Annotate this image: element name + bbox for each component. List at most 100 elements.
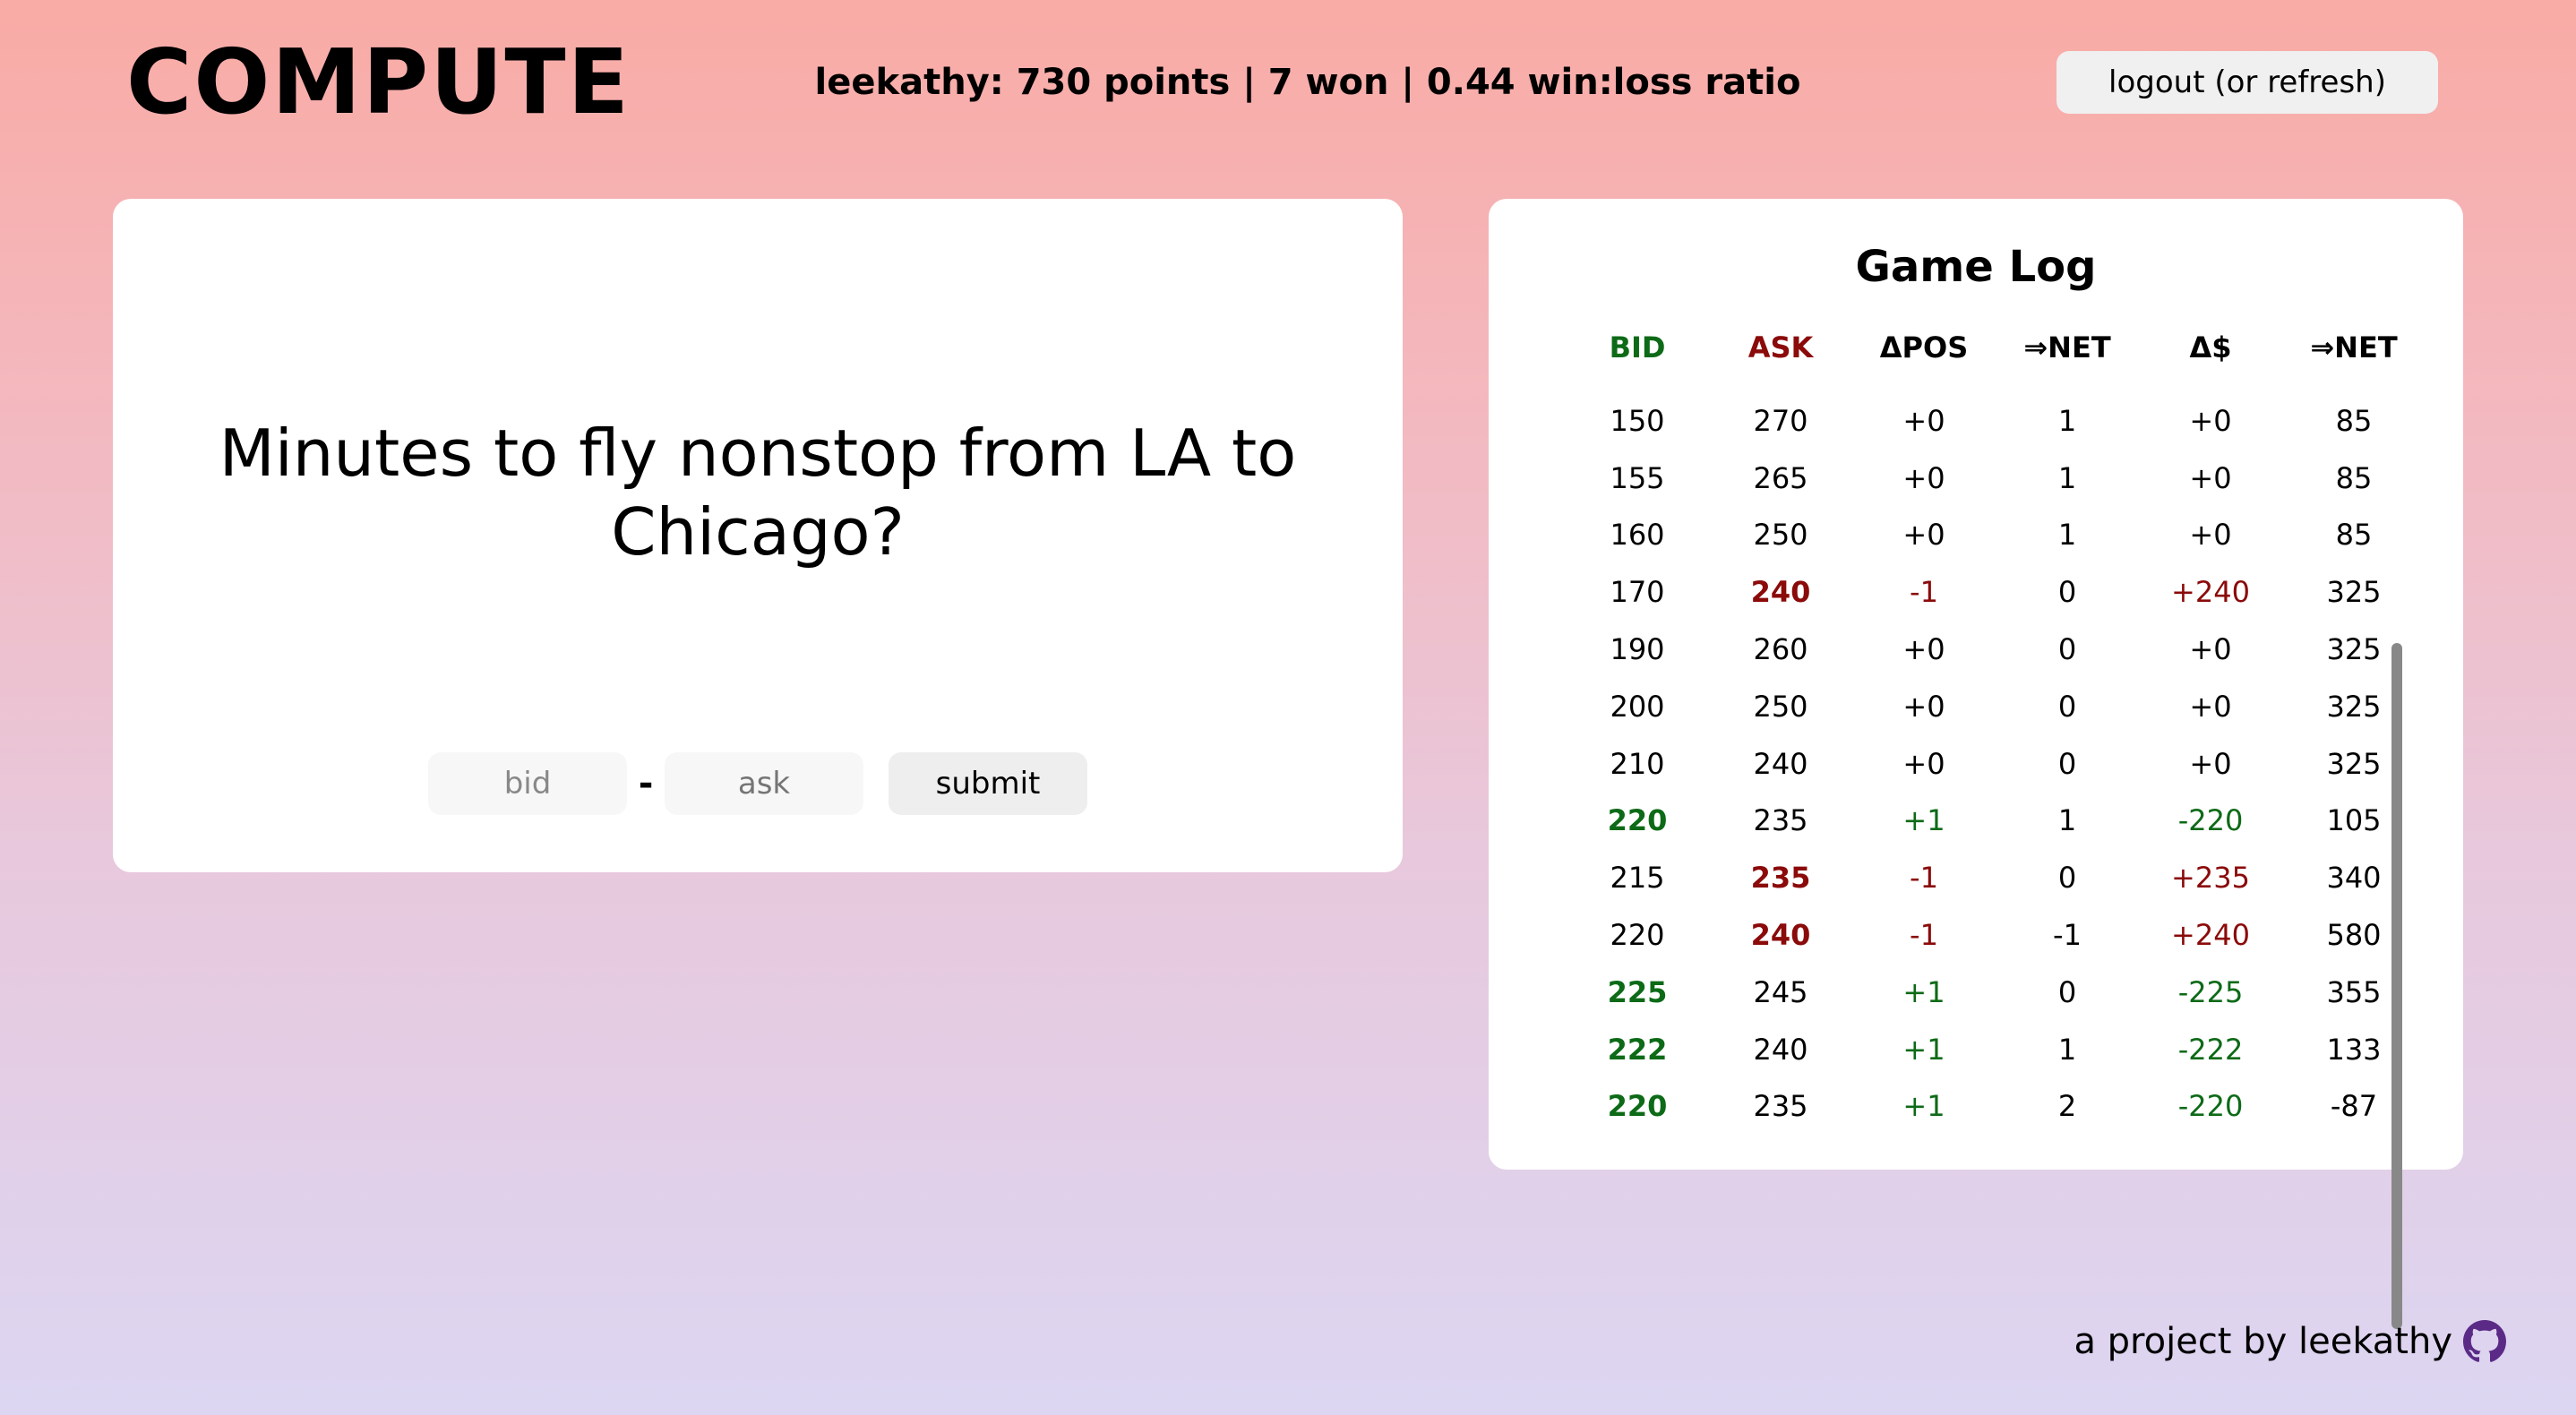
- cell-delta-pos: -1: [1910, 575, 1938, 610]
- game-log-row: 220 235 +1 2 -220 -87: [1566, 1078, 2426, 1136]
- cell-bid: 160: [1610, 518, 1665, 553]
- cell-delta-cash: -225: [2177, 974, 2244, 1009]
- cell-delta-cash: +240: [2171, 575, 2250, 610]
- user-stats: leekathy: 730 points | 7 won | 0.44 win:…: [814, 62, 1801, 103]
- footer-text: a project by leekathy: [2074, 1321, 2452, 1362]
- submit-button[interactable]: submit: [889, 752, 1087, 815]
- cell-bid: 155: [1610, 460, 1665, 495]
- logo: COMPUTE: [126, 30, 631, 134]
- game-log-title: Game Log: [1855, 242, 2097, 292]
- cell-net-pos: 0: [2057, 974, 2077, 1009]
- cell-net-cash: 580: [2326, 918, 2382, 953]
- logout-button[interactable]: logout (or refresh): [2057, 51, 2438, 114]
- cell-delta-pos: +0: [1902, 632, 1945, 667]
- cell-delta-cash: -220: [2177, 803, 2244, 838]
- game-log-scrollbar[interactable]: [2391, 643, 2402, 1329]
- cell-delta-pos: +1: [1902, 1032, 1945, 1067]
- cell-bid: 220: [1607, 1089, 1668, 1124]
- cell-ask: 250: [1753, 689, 1808, 724]
- cell-delta-cash: +0: [2189, 403, 2232, 438]
- separator-dash: -: [638, 763, 654, 804]
- question-text: Minutes to fly nonstop from LA to Chicag…: [219, 416, 1297, 570]
- cell-delta-cash: +0: [2189, 746, 2232, 781]
- cell-ask: 235: [1753, 803, 1808, 838]
- game-log-row: 150 270 +0 1 +0 85: [1566, 392, 2426, 450]
- cell-net-cash: 325: [2326, 632, 2382, 667]
- game-log-row: 215 235 -1 0 +235 340: [1566, 849, 2426, 906]
- cell-bid: 150: [1610, 403, 1665, 438]
- cell-bid: 225: [1607, 974, 1668, 1009]
- cell-net-cash: 355: [2326, 974, 2382, 1009]
- cell-net-cash: 105: [2326, 803, 2382, 838]
- cell-bid: 190: [1610, 632, 1665, 667]
- bid-input[interactable]: bid: [428, 752, 627, 815]
- footer: a project by leekathy: [2074, 1316, 2506, 1367]
- cell-bid: 222: [1607, 1032, 1668, 1067]
- cell-delta-cash: -220: [2177, 1089, 2244, 1124]
- game-log-row: 190 260 +0 0 +0 325: [1566, 621, 2426, 678]
- github-icon[interactable]: [2463, 1320, 2506, 1363]
- cell-bid: 170: [1610, 575, 1665, 610]
- ask-input[interactable]: [665, 752, 863, 815]
- cell-net-cash: 325: [2326, 575, 2382, 610]
- cell-delta-cash: +0: [2189, 632, 2232, 667]
- cell-net-cash: -87: [2330, 1089, 2378, 1124]
- header-delta-cash: Δ$: [2189, 330, 2232, 364]
- cell-delta-cash: +240: [2171, 918, 2250, 953]
- cell-net-pos: -1: [2053, 918, 2082, 953]
- cell-net-pos: 1: [2057, 460, 2077, 495]
- cell-net-cash: 85: [2335, 403, 2373, 438]
- game-log-row: 160 250 +0 1 +0 85: [1566, 507, 2426, 564]
- cell-delta-pos: +1: [1902, 803, 1945, 838]
- game-log-row: 170 240 -1 0 +240 325: [1566, 563, 2426, 621]
- cell-ask: 260: [1753, 632, 1808, 667]
- cell-delta-pos: +0: [1902, 689, 1945, 724]
- cell-delta-pos: +0: [1902, 518, 1945, 553]
- cell-net-cash: 325: [2326, 689, 2382, 724]
- cell-net-cash: 133: [2326, 1032, 2382, 1067]
- cell-delta-pos: +0: [1902, 403, 1945, 438]
- cell-ask: 245: [1753, 974, 1808, 1009]
- cell-delta-cash: +235: [2171, 861, 2250, 896]
- game-log-row: 222 240 +1 1 -222 133: [1566, 1021, 2426, 1078]
- game-log-table: BID ASK ΔPOS ⇒NET Δ$ ⇒NET 150 270 +0 1 +0 85 1…: [1566, 312, 2426, 1135]
- header-net-pos: ⇒NET: [2023, 330, 2111, 364]
- cell-delta-pos: -1: [1910, 861, 1938, 896]
- cell-delta-cash: +0: [2189, 518, 2232, 553]
- game-log-card: Game Log BID ASK ΔPOS ⇒NET Δ$ ⇒NET 150 27…: [1489, 199, 2463, 1329]
- cell-ask: 270: [1753, 403, 1808, 438]
- game-log-row: 220 240 -1 -1 +240 580: [1566, 906, 2426, 964]
- cell-delta-cash: -222: [2177, 1032, 2244, 1067]
- cell-net-cash: 85: [2335, 460, 2373, 495]
- header-ask: ASK: [1747, 330, 1814, 364]
- cell-net-pos: 0: [2057, 861, 2077, 896]
- cell-delta-pos: +0: [1902, 746, 1945, 781]
- cell-bid: 200: [1610, 689, 1665, 724]
- cell-ask: 240: [1750, 575, 1811, 610]
- cell-net-pos: 0: [2057, 746, 2077, 781]
- cell-net-pos: 1: [2057, 1032, 2077, 1067]
- cell-delta-pos: -1: [1910, 918, 1938, 953]
- cell-net-pos: 0: [2057, 575, 2077, 610]
- game-log-body[interactable]: 150 270 +0 1 +0 85 155 265 +0 1 +0 85 160 250 +0 1 +0 85 1…: [1566, 392, 2426, 1135]
- game-log-row: 220 235 +1 1 -220 105: [1566, 793, 2426, 850]
- cell-net-pos: 1: [2057, 403, 2077, 438]
- game-log-row: 155 265 +0 1 +0 85: [1566, 450, 2426, 507]
- cell-bid: 220: [1607, 803, 1668, 838]
- cell-ask: 265: [1753, 460, 1808, 495]
- cell-net-pos: 2: [2057, 1089, 2077, 1124]
- game-log-header: BID ASK ΔPOS ⇒NET Δ$ ⇒NET: [1566, 312, 2426, 383]
- cell-delta-pos: +0: [1902, 460, 1945, 495]
- cell-bid: 215: [1610, 861, 1665, 896]
- game-log-row: 200 250 +0 0 +0 325: [1566, 678, 2426, 735]
- cell-delta-cash: +0: [2189, 689, 2232, 724]
- cell-net-pos: 0: [2057, 689, 2077, 724]
- cell-ask: 240: [1750, 918, 1811, 953]
- cell-ask: 235: [1750, 861, 1811, 896]
- cell-net-pos: 0: [2057, 632, 2077, 667]
- cell-net-pos: 1: [2057, 518, 2077, 553]
- quote-form: bid - submit: [113, 752, 1403, 815]
- header-delta-pos: ΔPOS: [1879, 330, 1969, 364]
- cell-ask: 240: [1753, 746, 1808, 781]
- cell-bid: 220: [1610, 918, 1665, 953]
